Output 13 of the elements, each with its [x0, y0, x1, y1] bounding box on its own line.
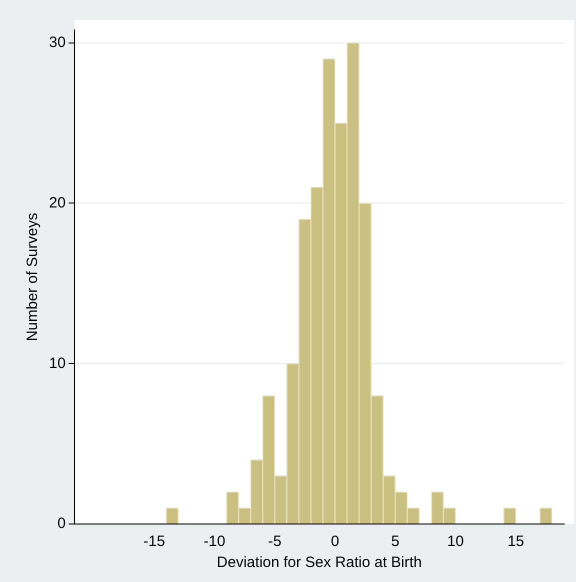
x-tick-label: -10	[204, 533, 226, 550]
y-tick-label: 20	[48, 194, 66, 212]
x-axis-title: Deviation for Sex Ratio at Birth	[216, 554, 422, 572]
x-tick-label: 15	[507, 533, 524, 550]
y-tick-label: 10	[48, 354, 66, 372]
y-axis-title: Number of Surveys	[24, 212, 42, 342]
y-tick-label: 0	[57, 515, 66, 532]
x-tick-label: 5	[391, 533, 400, 550]
x-tick-label: -15	[143, 533, 166, 550]
y-tick-label: 30	[48, 34, 66, 51]
x-tick-label: 10	[447, 533, 464, 550]
x-tick-label: -5	[268, 533, 282, 550]
x-tick-label: 0	[330, 533, 340, 550]
